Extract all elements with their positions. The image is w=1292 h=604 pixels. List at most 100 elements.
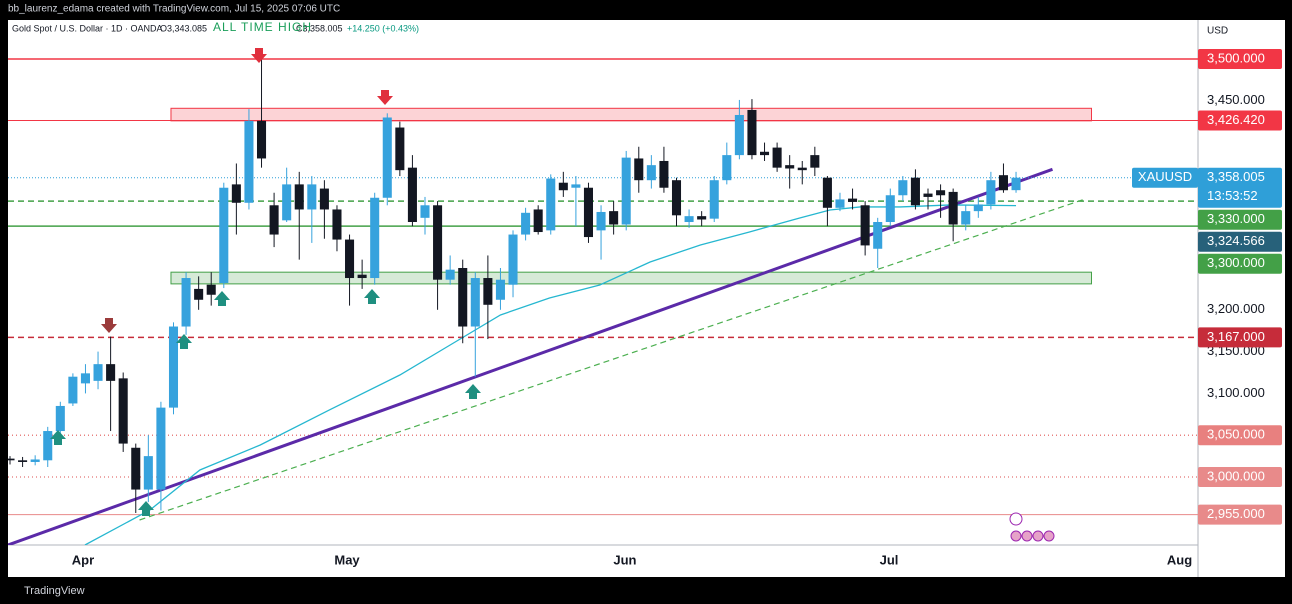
x-tick-label: Aug bbox=[1167, 552, 1192, 567]
price-label-box bbox=[1198, 253, 1282, 274]
legend-close: C3,358.005 bbox=[296, 23, 343, 33]
y-tick-label: 3,450.000 bbox=[1207, 92, 1265, 107]
zone bbox=[170, 107, 1092, 122]
candle-body bbox=[470, 278, 480, 327]
candle-body bbox=[345, 239, 355, 279]
price-label: 3,300.000 bbox=[1207, 255, 1265, 270]
candle-body bbox=[30, 459, 40, 462]
candle-body bbox=[219, 187, 229, 284]
candle-body bbox=[256, 120, 267, 159]
price-label-box bbox=[1198, 327, 1282, 348]
candle-body bbox=[508, 234, 518, 285]
candle-body bbox=[319, 188, 329, 210]
price-label: 3,426.420 bbox=[1207, 112, 1265, 127]
price-label-box bbox=[1198, 425, 1282, 446]
price-label: 3,167.000 bbox=[1207, 329, 1265, 344]
candle-body bbox=[734, 114, 744, 156]
zone bbox=[170, 271, 1092, 285]
candle-body bbox=[521, 212, 531, 235]
candle-body bbox=[458, 267, 468, 327]
candle-body bbox=[395, 127, 405, 171]
candle-body bbox=[1011, 177, 1021, 191]
price-label-box bbox=[1198, 48, 1282, 69]
candle-body bbox=[760, 151, 770, 156]
plot bbox=[8, 58, 1198, 545]
x-tick-label: May bbox=[334, 552, 360, 567]
candle-body bbox=[168, 326, 179, 408]
event-icon bbox=[1009, 512, 1023, 526]
price-label: 13:53:52 bbox=[1207, 188, 1258, 203]
candle-body bbox=[722, 155, 732, 181]
candle-body bbox=[558, 182, 568, 191]
annotation: ALL TIME HIGH bbox=[213, 20, 312, 34]
candle-body bbox=[93, 364, 103, 381]
candle-body bbox=[18, 460, 28, 462]
up-arrow bbox=[364, 289, 380, 304]
candle-body bbox=[646, 165, 656, 181]
candle-body bbox=[998, 175, 1008, 191]
candle-body bbox=[483, 278, 493, 305]
header: bb_laurenz_edama created with TradingVie… bbox=[8, 4, 340, 15]
candle-body bbox=[370, 197, 380, 279]
price-label: 3,330.000 bbox=[1207, 211, 1265, 226]
candle-body bbox=[923, 193, 933, 197]
footer-logo: TradingView bbox=[24, 585, 85, 597]
candle-body bbox=[822, 177, 832, 208]
candle-body bbox=[936, 190, 946, 196]
candle-body bbox=[382, 117, 392, 198]
price-label-box bbox=[1198, 504, 1282, 525]
price-label-box bbox=[1198, 231, 1282, 252]
candle-body bbox=[961, 211, 971, 225]
x-tick-label: Jun bbox=[613, 552, 636, 567]
currency: USD bbox=[1207, 26, 1228, 37]
candle-body bbox=[269, 205, 279, 235]
candle-body bbox=[445, 269, 455, 280]
candle-body bbox=[684, 216, 694, 223]
candle-body bbox=[106, 364, 116, 381]
candle-body bbox=[848, 198, 858, 202]
y-tick-label: 3,200.000 bbox=[1207, 301, 1265, 316]
candle-body bbox=[810, 155, 820, 168]
up-arrow bbox=[50, 430, 66, 445]
candle-body bbox=[143, 456, 153, 490]
candle-body bbox=[885, 195, 895, 223]
candle-body bbox=[609, 211, 619, 225]
event-icons bbox=[1009, 512, 1055, 542]
candle-body bbox=[43, 431, 53, 461]
candle-body bbox=[910, 177, 920, 206]
candle-body bbox=[697, 216, 707, 220]
candle-body bbox=[131, 447, 141, 490]
candle-body bbox=[433, 205, 443, 280]
candle-body bbox=[231, 184, 241, 203]
candle-body bbox=[772, 147, 782, 168]
symbol-label: XAUUSD bbox=[1138, 169, 1192, 184]
candle-body bbox=[571, 184, 581, 188]
candle-body bbox=[835, 199, 845, 208]
candle-body bbox=[420, 205, 430, 218]
candle-body bbox=[797, 167, 807, 171]
legend-open: O3,343.085 bbox=[160, 23, 207, 33]
candle-body bbox=[583, 187, 594, 238]
candle-body bbox=[357, 274, 367, 279]
candle-body bbox=[294, 184, 304, 210]
trendline bbox=[139, 198, 1086, 521]
price-label-box bbox=[1198, 209, 1282, 230]
event-icon bbox=[1043, 530, 1055, 542]
candle-body bbox=[68, 376, 78, 404]
candle-body bbox=[973, 204, 983, 212]
candle-body bbox=[747, 109, 757, 156]
price-label-box bbox=[1198, 167, 1282, 208]
y-tick-label: 3,100.000 bbox=[1207, 385, 1265, 400]
candle-body bbox=[860, 205, 870, 246]
candle-body bbox=[873, 222, 883, 249]
candle-body bbox=[407, 167, 417, 223]
candle-body bbox=[8, 458, 15, 461]
moving-average bbox=[84, 204, 1017, 545]
signal-arrows bbox=[50, 48, 481, 516]
candle-body bbox=[118, 378, 128, 444]
price-label-box bbox=[1198, 467, 1282, 488]
event-icon bbox=[1032, 530, 1044, 542]
candle-body bbox=[596, 211, 606, 231]
candle-body bbox=[898, 180, 908, 196]
